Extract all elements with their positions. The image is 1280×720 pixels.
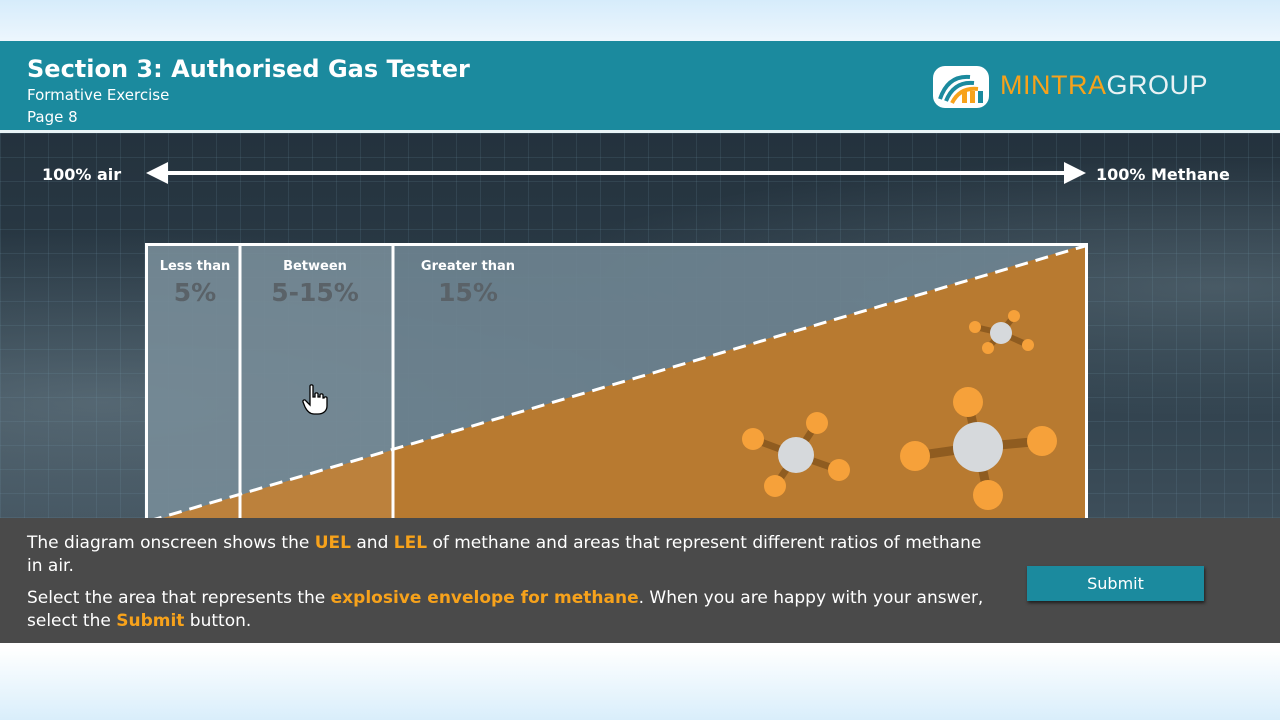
mintra-logo-icon	[933, 66, 989, 108]
instruction-text: The diagram onscreen shows the	[27, 533, 315, 553]
logo-text: MINTRAGROUP	[1000, 70, 1208, 101]
zone-3-value: 15%	[438, 278, 498, 307]
submit-button[interactable]: Submit	[1027, 566, 1204, 601]
zone-1-value: 5%	[173, 278, 217, 307]
methane-molecule-icon	[742, 412, 850, 497]
hand-cursor-icon	[302, 384, 328, 415]
lel-highlight: LEL	[393, 533, 428, 553]
air-label: 100% air	[42, 165, 122, 184]
instruction-text: . When you are happy with your answer, s…	[27, 588, 984, 631]
uel-highlight: UEL	[314, 533, 351, 553]
instruction-text: and	[350, 533, 394, 553]
methane-diagram	[145, 243, 1088, 524]
zone-between-5-15[interactable]	[240, 244, 393, 523]
instruction-paragraph-1: The diagram onscreen shows the UEL and L…	[27, 532, 987, 578]
methane-molecule-icon	[969, 310, 1034, 354]
zone-1-label: Less than	[159, 259, 231, 274]
zone-2-value: 5-15%	[271, 278, 359, 307]
page-subtitle: Formative Exercise	[27, 86, 170, 104]
logo-text-group: GROUP	[1106, 70, 1209, 100]
mintra-logo: MINTRAGROUP	[932, 65, 1252, 109]
zone-3-label: Greater than	[420, 259, 516, 274]
instruction-panel: The diagram onscreen shows the UEL and L…	[0, 518, 1280, 643]
methane-label: 100% Methane	[1096, 165, 1230, 184]
instruction-text: button.	[184, 611, 252, 631]
instruction-text: Select the area that represents the	[27, 588, 331, 608]
explosive-envelope-highlight: explosive envelope for methane	[330, 588, 639, 608]
logo-text-mintra: MINTRA	[1000, 70, 1107, 100]
zone-less-than-5[interactable]	[146, 244, 240, 523]
zone-2-label: Between	[283, 259, 347, 274]
submit-highlight: Submit	[116, 611, 185, 631]
diagram-stage: 100% air 100% Methane	[0, 133, 1280, 524]
instruction-paragraph-2: Select the area that represents the expl…	[27, 587, 987, 633]
explosive-limit-line	[148, 244, 1086, 523]
lesson-frame: Section 3: Authorised Gas Tester Formati…	[0, 41, 1280, 643]
instruction-text: of methane and areas that represent diff…	[27, 533, 982, 576]
methane-molecule-icon	[900, 387, 1057, 510]
header-bar: Section 3: Authorised Gas Tester Formati…	[0, 41, 1280, 133]
double-arrow-icon	[146, 162, 1086, 184]
page-title: Section 3: Authorised Gas Tester	[27, 55, 470, 83]
page-number: Page 8	[27, 108, 78, 126]
